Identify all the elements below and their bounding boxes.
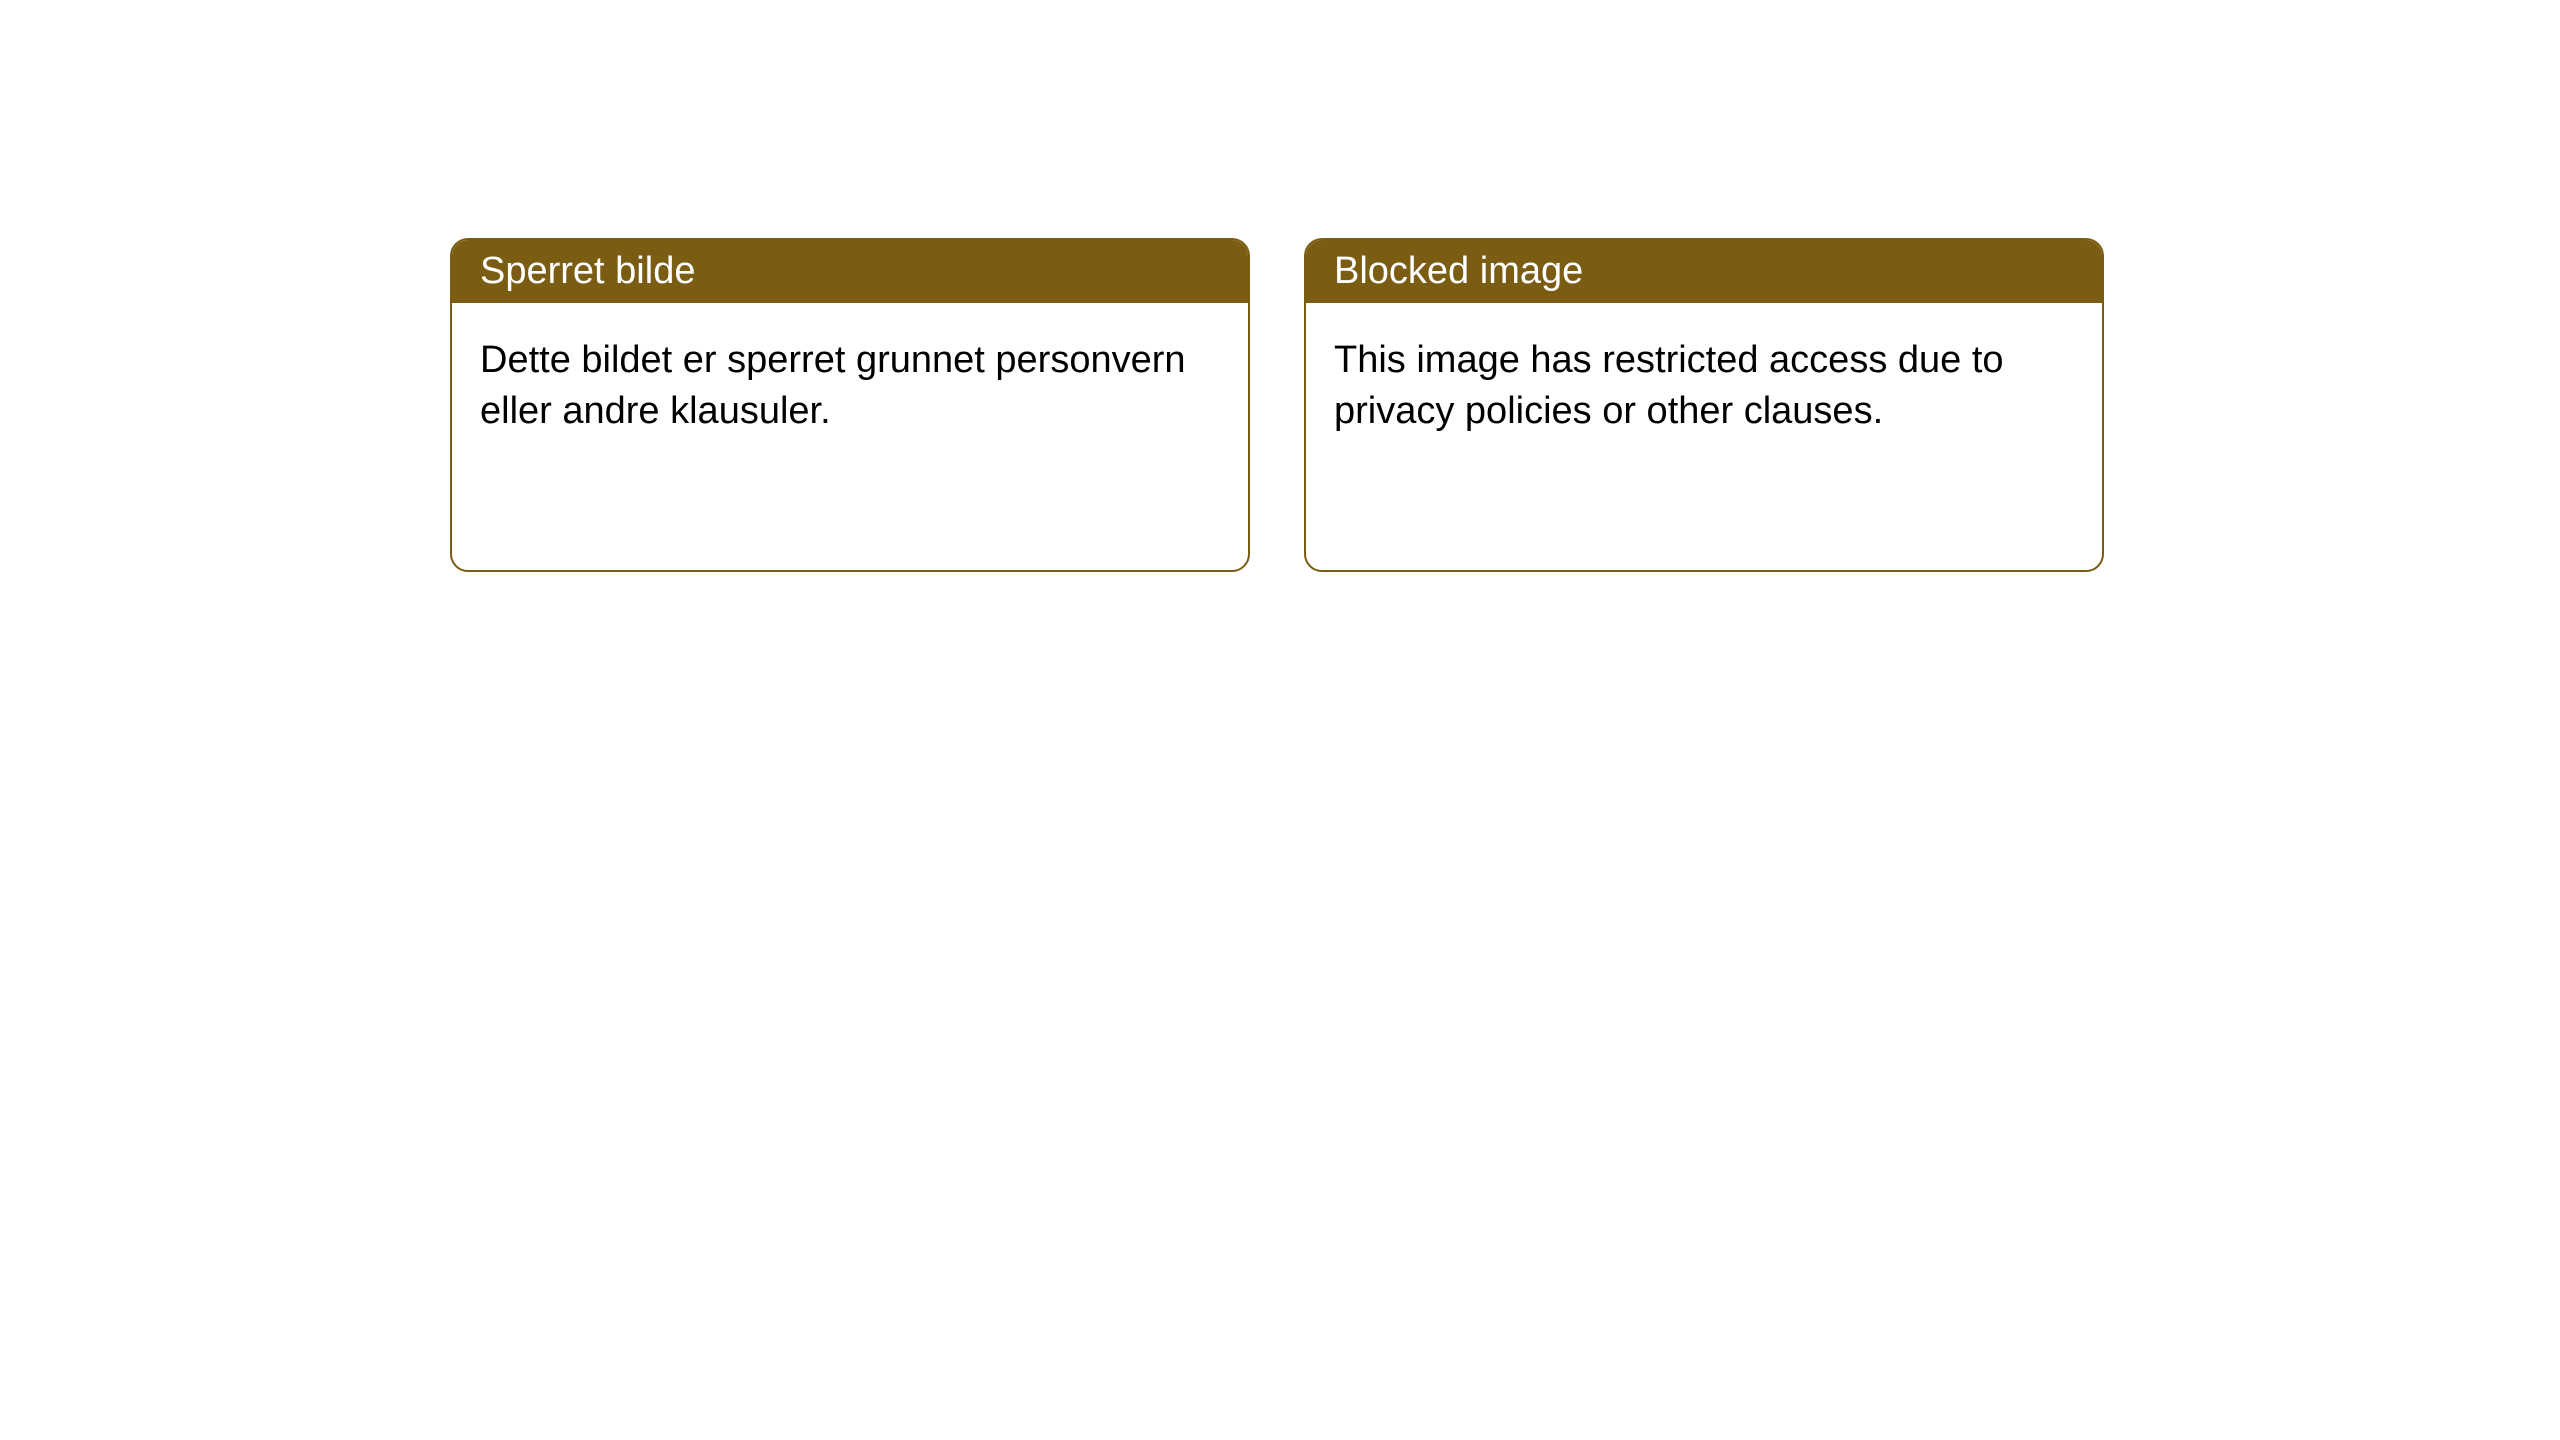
card-header-no: Sperret bilde <box>452 240 1248 303</box>
card-message-en: This image has restricted access due to … <box>1334 339 2004 432</box>
blocked-image-cards: Sperret bilde Dette bildet er sperret gr… <box>450 238 2104 572</box>
blocked-image-card-en: Blocked image This image has restricted … <box>1304 238 2104 572</box>
card-body-en: This image has restricted access due to … <box>1306 303 2102 470</box>
card-body-no: Dette bildet er sperret grunnet personve… <box>452 303 1248 470</box>
card-message-no: Dette bildet er sperret grunnet personve… <box>480 339 1186 432</box>
card-title-no: Sperret bilde <box>480 250 695 292</box>
card-title-en: Blocked image <box>1334 250 1583 292</box>
blocked-image-card-no: Sperret bilde Dette bildet er sperret gr… <box>450 238 1250 572</box>
card-header-en: Blocked image <box>1306 240 2102 303</box>
